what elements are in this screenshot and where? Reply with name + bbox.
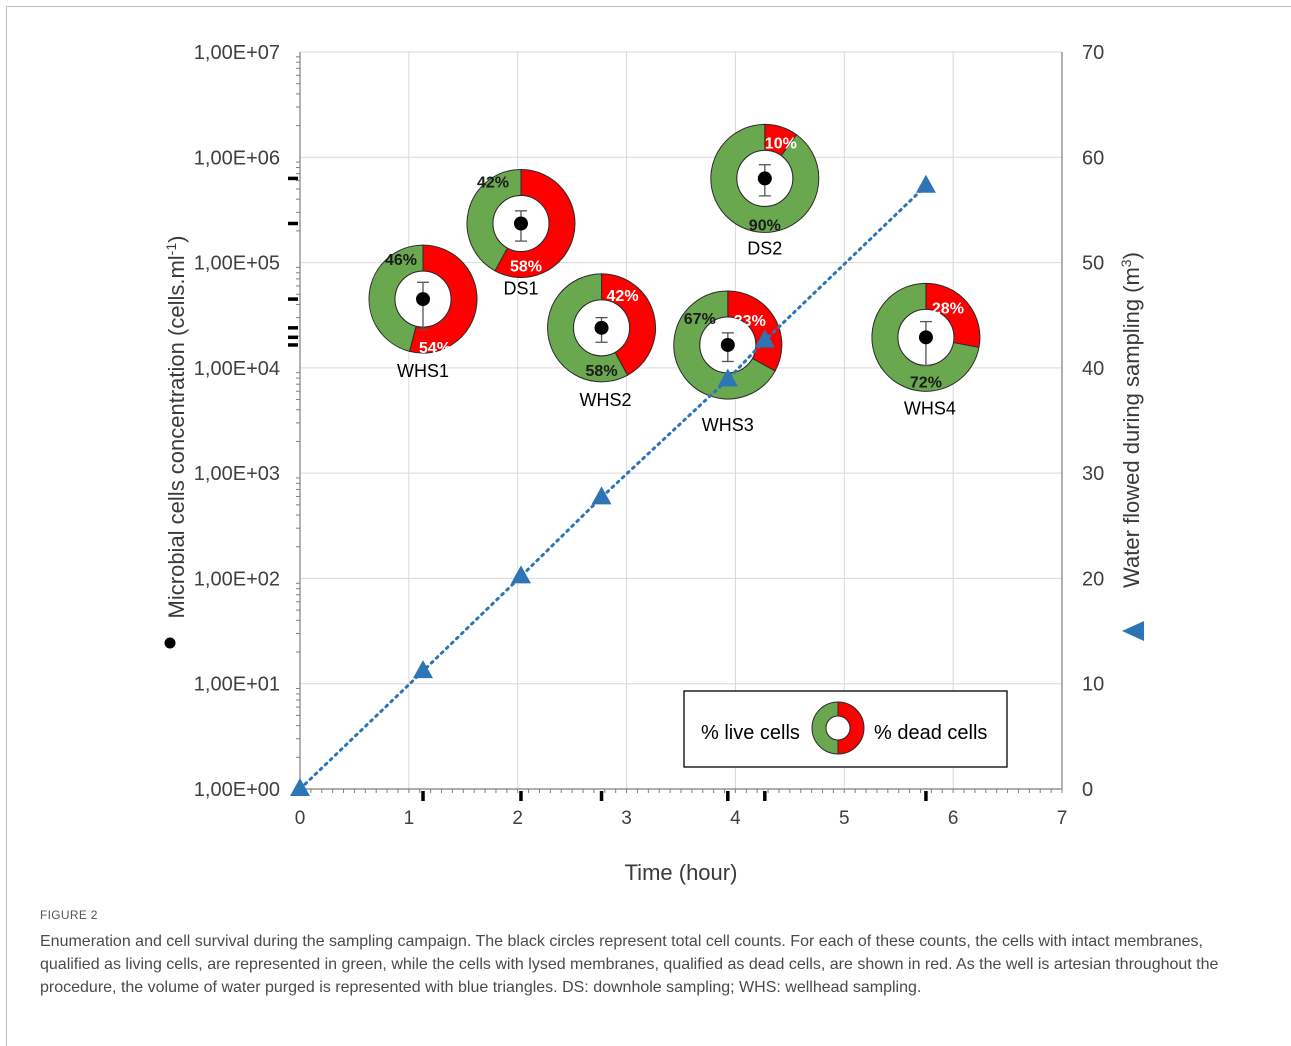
x-tick-label: 0	[295, 808, 306, 829]
cell-count-point	[416, 292, 431, 307]
legend-live-label: % live cells	[701, 722, 800, 744]
y-right-marker-icon	[1122, 621, 1144, 641]
dead-pct-label: 33%	[734, 313, 766, 330]
cell-count-point	[513, 216, 528, 231]
y-left-tick-label: 1,00E+04	[194, 358, 280, 380]
y-left-tick-label: 1,00E+03	[194, 463, 280, 485]
y-right-tick-label: 70	[1082, 42, 1104, 64]
sample-name-label: WHS2	[580, 390, 632, 410]
sample-donut-ds1: 42% 58% DS1	[466, 169, 576, 299]
x-tick-label: 4	[730, 808, 741, 829]
y-right-axis-label: Water flowed during sampling (m3)	[1118, 252, 1144, 588]
svg-text:Microbial cells concentration: Microbial cells concentration (cells.ml-…	[163, 236, 189, 619]
y-left-label-sup: -1	[163, 243, 179, 256]
dead-pct-label: 54%	[419, 340, 451, 357]
x-axis-label: Time (hour)	[625, 860, 738, 885]
cell-count-point	[757, 171, 772, 186]
x-tick-label: 3	[621, 808, 632, 829]
y-right-tick-label: 30	[1082, 463, 1104, 485]
y-right-label-sup: 3	[1118, 259, 1134, 267]
water-triangle-point	[717, 368, 738, 387]
figure-caption: Enumeration and cell survival during the…	[40, 933, 1219, 996]
sample-name-label: DS1	[503, 279, 538, 299]
live-pct-label: 58%	[586, 363, 618, 380]
y-left-label-main: Microbial cells concentration (cells.ml	[164, 255, 189, 618]
y-left-axis-label: Microbial cells concentration (cells.ml-…	[163, 236, 189, 619]
live-pct-label: 67%	[684, 311, 716, 328]
x-tick-label: 2	[512, 808, 523, 829]
sample-name-label: DS2	[747, 238, 782, 258]
live-pct-label: 46%	[385, 252, 417, 269]
y-right-tick-label: 50	[1082, 253, 1104, 275]
x-tick-label: 1	[404, 808, 415, 829]
x-tick-label: 6	[948, 808, 959, 829]
dead-pct-label: 28%	[932, 300, 964, 317]
live-pct-label: 90%	[749, 217, 781, 234]
water-triangle-point	[290, 778, 310, 796]
x-tick-label: 5	[839, 808, 850, 829]
y-left-tick-label: 1,00E+00	[194, 779, 280, 801]
ticks: 0 1 2 3 4 5 6 7 1,00E+00 1,00E+01 1,00E+02 1,00E+03…	[194, 42, 1104, 829]
dead-pct-label: 58%	[510, 259, 542, 276]
legend-donut-icon	[811, 701, 865, 755]
water-triangle-point	[915, 174, 936, 193]
sample-donut-whs4: 72% 28% WHS4	[871, 282, 981, 418]
sample-donut-ds2: 90% 10% DS2	[710, 123, 820, 258]
dead-pct-label: 42%	[607, 288, 639, 305]
water-triangle-point	[754, 329, 775, 348]
y-right-tick-label: 40	[1082, 358, 1104, 380]
y-right-label-main: Water flowed during sampling (m	[1119, 267, 1144, 588]
sample-donut-whs3: 67% 33% WHS3	[673, 290, 783, 435]
svg-text:Water flowed during sampling (: Water flowed during sampling (m3)	[1118, 252, 1144, 588]
y-left-marker-icon	[164, 637, 176, 649]
y-right-tick-label: 20	[1082, 568, 1104, 590]
y-left-tick-label: 1,00E+01	[194, 674, 280, 696]
chart: 0 1 2 3 4 5 6 7 1,00E+00 1,00E+01 1,00E+02 1,00E+03…	[163, 42, 1144, 885]
water-triangle-point	[413, 660, 434, 679]
sample-name-label: WHS3	[702, 415, 754, 435]
y-right-tick-label: 10	[1082, 674, 1104, 696]
live-pct-label: 42%	[477, 175, 509, 192]
grid	[299, 51, 1063, 790]
y-left-tick-label: 1,00E+02	[194, 568, 280, 590]
cell-count-point	[720, 337, 735, 352]
live-pct-label: 72%	[910, 374, 942, 391]
sample-donut-whs2: 58% 42% WHS2	[547, 273, 657, 410]
axes	[288, 52, 1063, 801]
y-right-label-end: )	[1119, 252, 1144, 259]
sample-donut-whs1: 46% 54% WHS1	[368, 244, 478, 381]
figure-label: FIGURE 2	[40, 908, 98, 922]
x-tick-label: 7	[1057, 808, 1068, 829]
water-triangle-point	[510, 565, 531, 584]
cell-count-point	[918, 330, 933, 345]
sample-name-label: WHS1	[397, 361, 449, 381]
y-left-tick-label: 1,00E+06	[194, 147, 280, 169]
cell-count-point	[594, 320, 609, 335]
figure-frame	[6, 6, 1291, 1046]
legend: % live cells % dead cells	[683, 690, 1008, 768]
y-left-tick-label: 1,00E+05	[194, 253, 280, 275]
water-series	[290, 174, 936, 796]
sample-name-label: WHS4	[904, 398, 956, 418]
y-left-label-end: )	[164, 236, 189, 243]
y-right-tick-label: 0	[1082, 779, 1093, 801]
water-triangle-point	[591, 486, 612, 505]
y-right-tick-label: 60	[1082, 147, 1104, 169]
sample-donuts: 46% 54% WHS1 42% 58% DS1 58% 42% WHS2 67% 33% WHS3 9…	[368, 123, 981, 435]
dead-pct-label: 10%	[765, 135, 797, 152]
legend-donut-hole	[825, 715, 851, 741]
y-left-tick-label: 1,00E+07	[194, 42, 280, 64]
legend-dead-label: % dead cells	[874, 722, 987, 744]
